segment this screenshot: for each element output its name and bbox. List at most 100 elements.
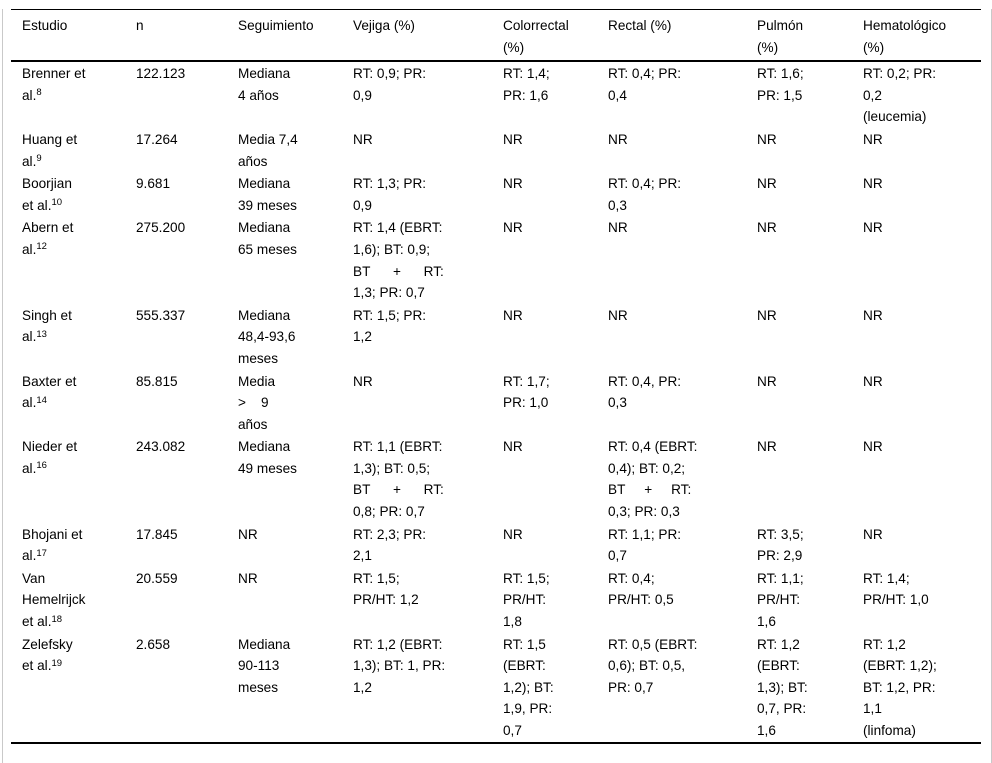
- cell-hematologico: RT: 1,4; PR/HT: 1,0: [863, 570, 929, 608]
- cell-hematologico: RT: 1,2 (EBRT: 1,2); BT: 1,2, PR: 1,1 (l…: [863, 636, 937, 738]
- col-header-colorrectal: Colorrectal (%): [492, 9, 597, 63]
- col-header-estudio: Estudio: [11, 9, 125, 63]
- cell-rectal: RT: 0,4; PR: 0,3: [608, 176, 682, 213]
- cell-colorrectal: NR: [503, 176, 523, 192]
- table-row: Singh et al.13 555.337 Mediana 48,4-93,6 m…: [11, 304, 981, 370]
- cell-vejiga: RT: 0,9; PR: 0,9: [353, 66, 427, 103]
- cell-study: Boorjian et al.10: [22, 176, 72, 213]
- cell-study: Baxter et al.14: [22, 373, 77, 411]
- cell-vejiga: RT: 1,2 (EBRT: 1,3); BT: 1, PR: 1,2: [353, 636, 446, 695]
- col-header-seguimiento: Seguimiento: [227, 9, 342, 63]
- cell-n: 17.845: [136, 526, 178, 542]
- cell-seguimiento: Media > 9 años: [238, 373, 276, 432]
- cell-pulmon: RT: 1,2 (EBRT: 1,3); BT: 0,7, PR: 1,6: [757, 636, 808, 738]
- cell-hematologico: NR: [863, 439, 883, 455]
- cell-hematologico: NR: [863, 373, 883, 389]
- col-header-pulmon: Pulmón (%): [746, 9, 852, 63]
- table-row: Brenner et al.8 122.123 Mediana 4 años RT: …: [11, 61, 981, 128]
- cell-rectal: NR: [608, 131, 628, 147]
- cell-pulmon: RT: 1,1; PR/HT: 1,6: [757, 570, 804, 630]
- cell-rectal: RT: 0,5 (EBRT: 0,6); BT: 0,5, PR: 0,7: [608, 636, 698, 695]
- cell-rectal: RT: 1,1; PR: 0,7: [608, 526, 682, 564]
- table-body: Brenner et al.8 122.123 Mediana 4 años RT: …: [11, 61, 981, 742]
- study-reference-superscript: 12: [36, 241, 47, 253]
- header-row: Estudio n Seguimiento Vejiga (%) Colorre…: [11, 9, 981, 63]
- cell-pulmon: NR: [757, 176, 777, 192]
- cell-rectal: RT: 0,4; PR/HT: 0,5: [608, 570, 674, 608]
- table-row: Van Hemelrijck et al.18 20.559 NR RT: 1,5; …: [11, 567, 981, 633]
- cell-seguimiento: Mediana 4 años: [238, 66, 291, 103]
- cell-hematologico: NR: [863, 176, 883, 192]
- study-reference-superscript: 8: [36, 87, 42, 99]
- table-row: Baxter et al.14 85.815 Media > 9 años NR RT:…: [11, 370, 981, 436]
- cell-colorrectal: NR: [503, 439, 523, 455]
- cell-n: 122.123: [136, 66, 186, 82]
- cell-colorrectal: RT: 1,7; PR: 1,0: [503, 373, 550, 411]
- cell-colorrectal: NR: [503, 220, 523, 236]
- cell-seguimiento: Mediana 90-113 meses: [238, 636, 291, 695]
- cell-seguimiento: Mediana 49 meses: [238, 439, 297, 476]
- col-header-n: n: [125, 9, 227, 63]
- study-reference-superscript: 14: [36, 394, 47, 406]
- cell-rectal: NR: [608, 307, 628, 323]
- table-row: Abern et al.12 275.200 Mediana 65 meses RT:…: [11, 216, 981, 303]
- cell-vejiga: RT: 1,4 (EBRT: 1,6); BT: 0,9; BT + RT: 1…: [353, 220, 444, 301]
- table-row: Bhojani et al.17 17.845 NR RT: 2,3; PR: 2,1…: [11, 523, 981, 567]
- col-header-rectal: Rectal (%): [597, 9, 746, 63]
- table-row: Boorjian et al.10 9.681 Mediana 39 meses RT…: [11, 172, 981, 216]
- cell-seguimiento: Mediana 65 meses: [238, 220, 297, 257]
- study-reference-superscript: 9: [36, 153, 42, 165]
- cell-n: 9.681: [136, 176, 171, 192]
- paper-table-figure: Estudio n Seguimiento Vejiga (%) Colorre…: [2, 9, 992, 763]
- study-reference-superscript: 17: [36, 547, 47, 559]
- cell-vejiga: RT: 1,5; PR: 1,2: [353, 307, 427, 345]
- cell-seguimiento: Mediana 48,4-93,6 meses: [238, 307, 296, 366]
- cell-hematologico: RT: 0,2; PR: 0,2 (leucemia): [863, 66, 937, 125]
- cell-n: 275.200: [136, 220, 186, 236]
- cell-study: Nieder et al.16: [22, 439, 78, 476]
- cell-colorrectal: NR: [503, 526, 523, 542]
- study-reference-superscript: 16: [36, 460, 47, 472]
- cell-colorrectal: NR: [503, 307, 523, 323]
- cell-vejiga: NR: [353, 131, 373, 147]
- cell-study: Singh et al.13: [22, 307, 72, 345]
- cell-n: 2.658: [136, 636, 171, 652]
- study-reference-superscript: 19: [51, 657, 63, 669]
- cell-pulmon: NR: [757, 307, 777, 323]
- cell-seguimiento: Media 7,4 años: [238, 131, 298, 169]
- cell-hematologico: NR: [863, 131, 883, 147]
- cell-study: Van Hemelrijck et al.18: [22, 570, 86, 630]
- table-row: Nieder et al.16 243.082 Mediana 49 meses RT…: [11, 435, 981, 522]
- cell-hematologico: NR: [863, 220, 883, 236]
- cell-vejiga: RT: 1,1 (EBRT: 1,3); BT: 0,5; BT + RT: 0…: [353, 439, 444, 520]
- cell-pulmon: NR: [757, 220, 777, 236]
- study-reference-superscript: 10: [51, 197, 63, 209]
- cell-colorrectal: NR: [503, 131, 523, 147]
- cell-vejiga: RT: 1,5; PR/HT: 1,2: [353, 570, 419, 608]
- cell-colorrectal: RT: 1,5; PR/HT: 1,8: [503, 570, 550, 630]
- cell-pulmon: NR: [757, 373, 777, 389]
- cell-study: Huang et al.9: [22, 131, 78, 169]
- cell-rectal: RT: 0,4, PR: 0,3: [608, 373, 682, 411]
- cell-n: 555.337: [136, 307, 186, 323]
- cell-pulmon: RT: 1,6; PR: 1,5: [757, 66, 804, 103]
- cell-vejiga: RT: 2,3; PR: 2,1: [353, 526, 427, 564]
- cell-study: Abern et al.12: [22, 220, 74, 257]
- cell-n: 17.264: [136, 131, 178, 147]
- cell-hematologico: NR: [863, 526, 883, 542]
- cell-hematologico: NR: [863, 307, 883, 323]
- cell-rectal: RT: 0,4; PR: 0,4: [608, 66, 682, 103]
- cell-study: Brenner et al.8: [22, 66, 86, 103]
- cell-rectal: RT: 0,4 (EBRT: 0,4); BT: 0,2; BT + RT: 0…: [608, 439, 698, 520]
- cell-n: 243.082: [136, 439, 186, 455]
- cell-study: Zelefsky et al.19: [22, 636, 73, 674]
- col-header-hematologico: Hematológico (%): [852, 9, 981, 63]
- cell-pulmon: NR: [757, 439, 777, 455]
- study-reference-superscript: 13: [36, 328, 47, 340]
- col-header-vejiga: Vejiga (%): [342, 9, 492, 63]
- cell-pulmon: RT: 3,5; PR: 2,9: [757, 526, 804, 564]
- cell-colorrectal: RT: 1,5 (EBRT: 1,2); BT: 1,9, PR: 0,7: [503, 636, 554, 738]
- cell-n: 20.559: [136, 570, 178, 586]
- cell-pulmon: NR: [757, 131, 777, 147]
- studies-table: Estudio n Seguimiento Vejiga (%) Colorre…: [11, 9, 981, 744]
